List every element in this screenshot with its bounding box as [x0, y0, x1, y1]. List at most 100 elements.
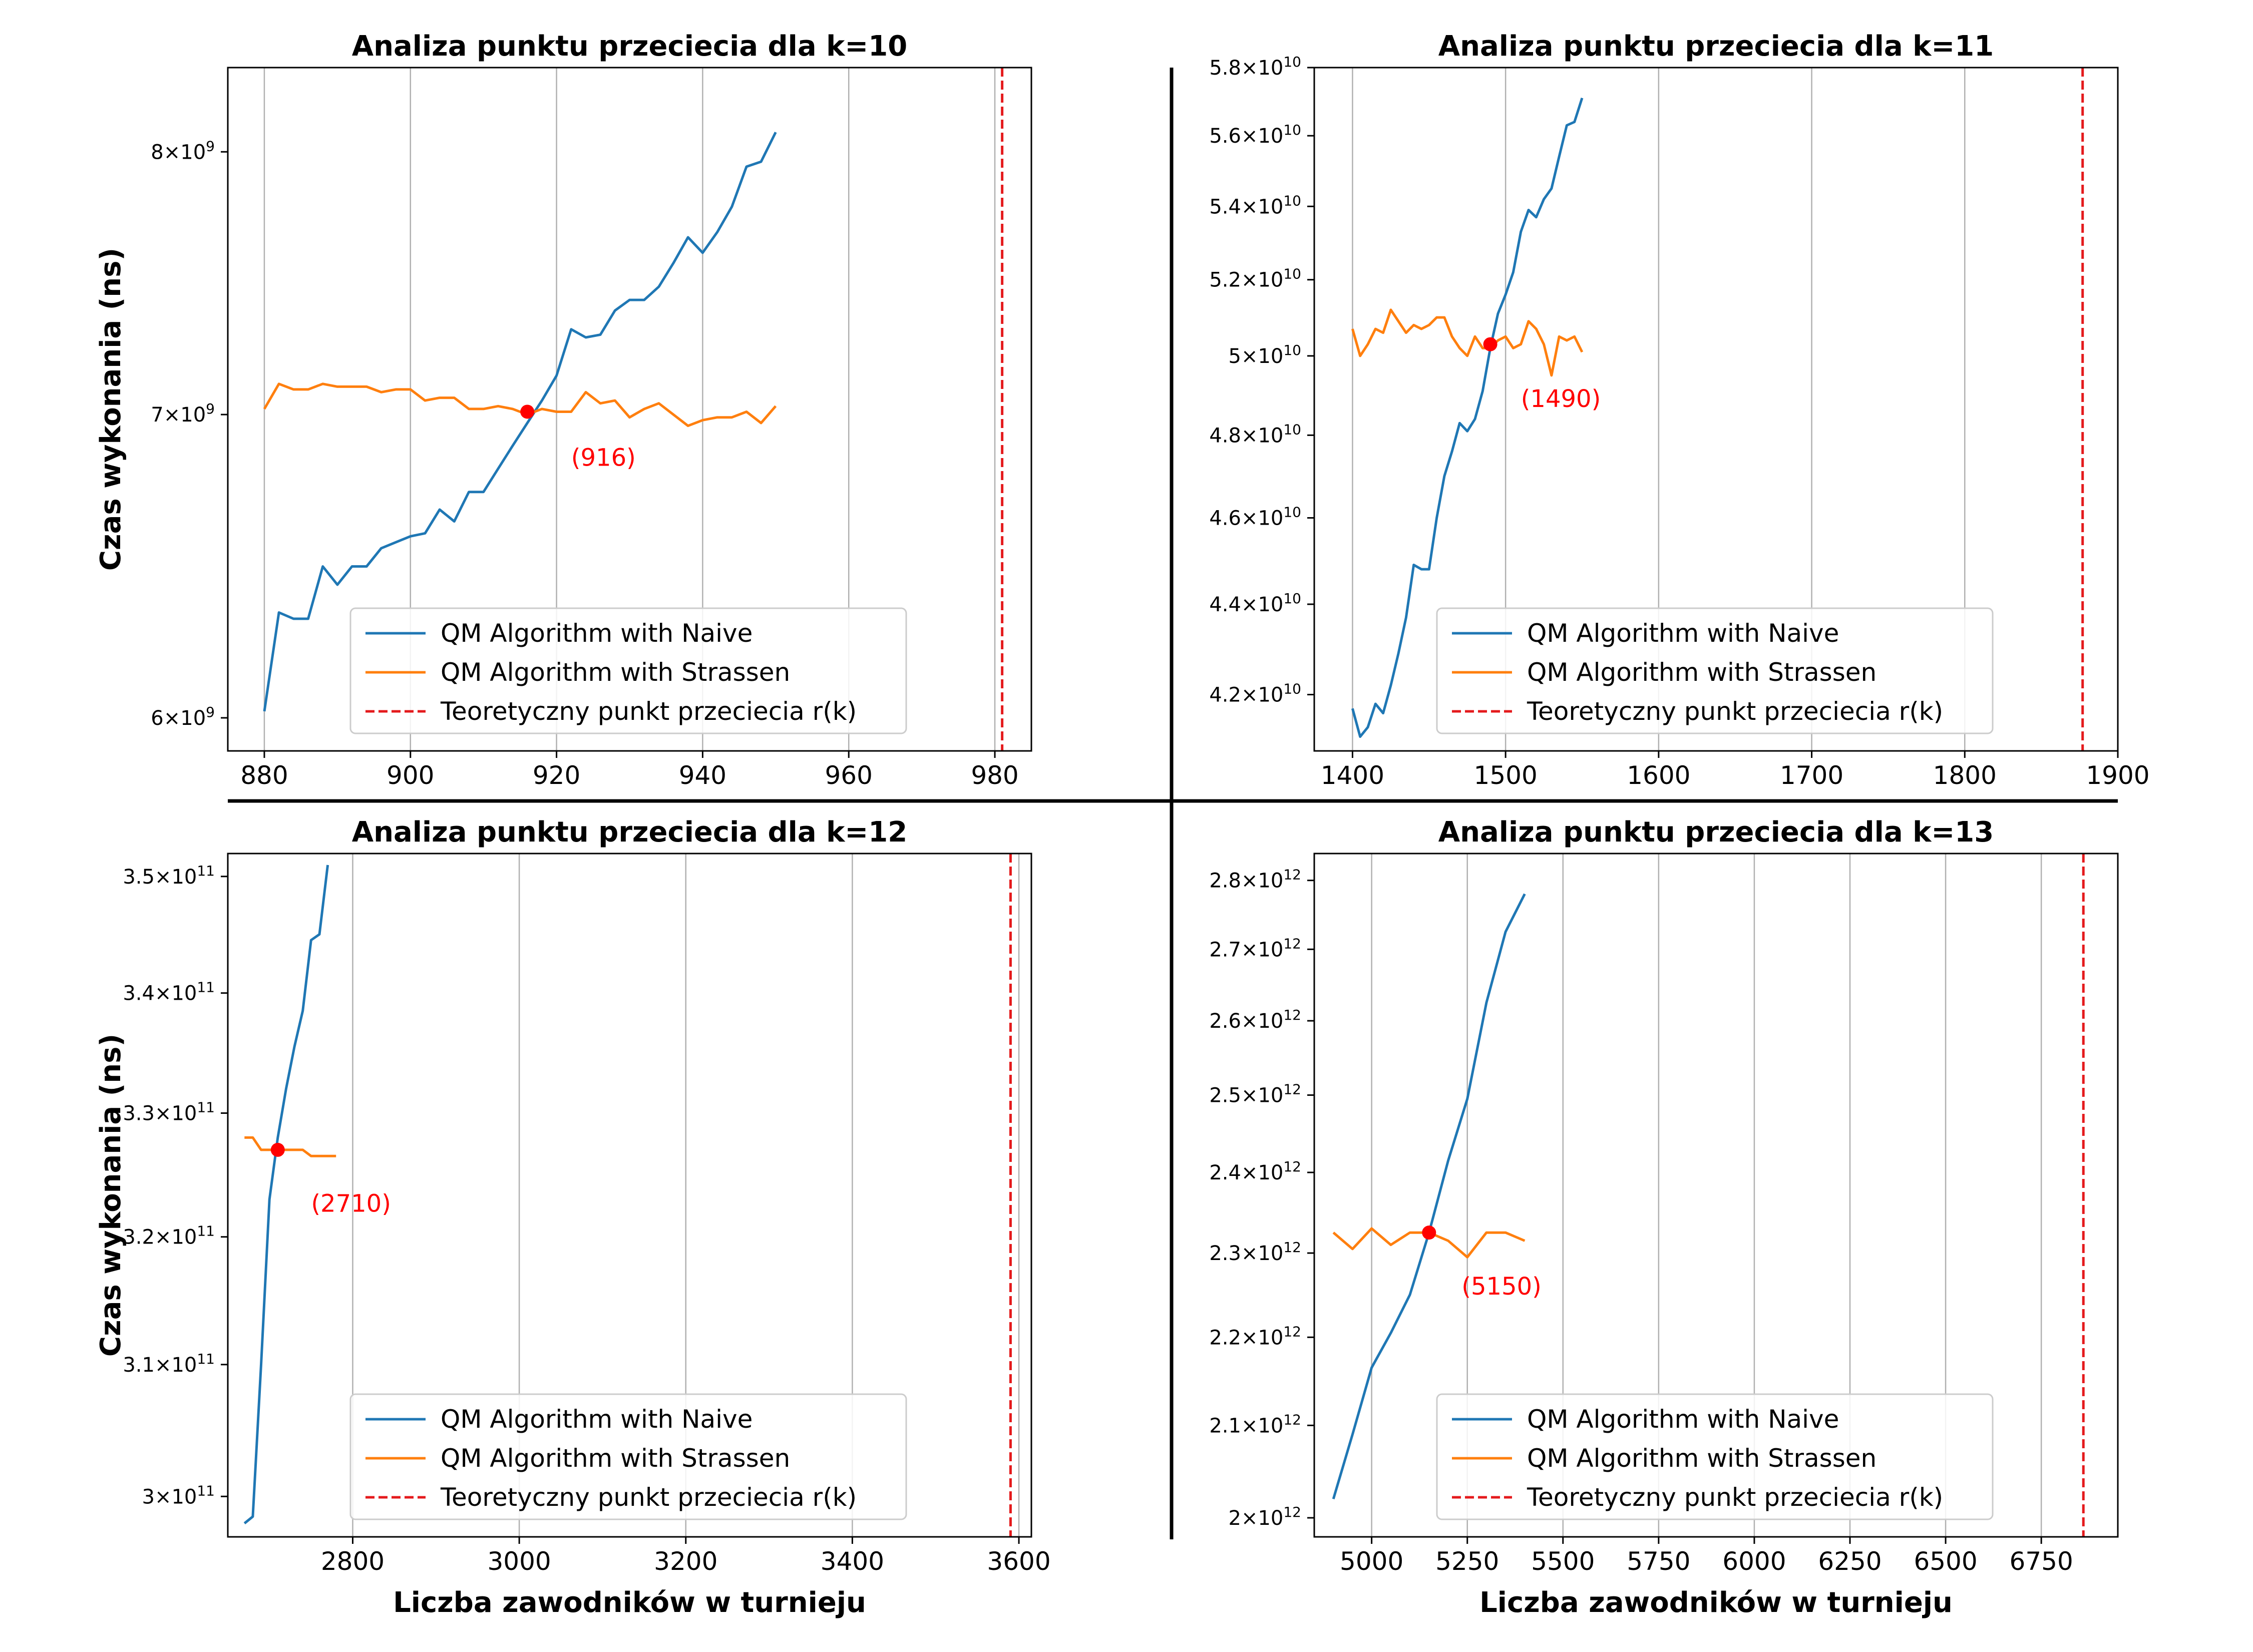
- plot-area: [263, 68, 1004, 751]
- legend-label: QM Algorithm with Naive: [1527, 619, 1839, 648]
- legend: QM Algorithm with Naive QM Algorithm with…: [1436, 607, 1994, 734]
- x-tick-label: 1500: [1474, 761, 1538, 790]
- legend-label: Teoretyczny punkt przeciecia r(k): [440, 697, 857, 726]
- y-tick-label: 2.7×1012: [1209, 935, 1301, 961]
- x-axis-label: Liczba zawodników w turnieju: [1479, 1586, 1953, 1619]
- y-tick-label: 2.5×1012: [1209, 1081, 1301, 1107]
- y-tick-label: 4.2×1010: [1209, 681, 1301, 707]
- legend-item-naive: QM Algorithm with Naive: [365, 1405, 753, 1434]
- y-tick-label: 2.4×1012: [1209, 1158, 1301, 1184]
- y-tick-label: 3.4×1011: [123, 979, 215, 1005]
- plot-area: [243, 854, 1012, 1537]
- plot-frame: [227, 853, 1032, 1538]
- series-line-naive: [263, 132, 777, 712]
- y-tick-label: 5.4×1010: [1209, 192, 1301, 218]
- crossover-marker: [520, 404, 535, 419]
- x-tick-label: 1800: [1933, 761, 1997, 790]
- y-tick-label: 2.1×1012: [1209, 1411, 1301, 1437]
- y-tick-label: 2.8×1012: [1209, 867, 1301, 893]
- x-tick-label: 3000: [487, 1547, 551, 1576]
- x-tick-label: 6250: [1818, 1547, 1882, 1576]
- plot-frame: [1313, 853, 2119, 1538]
- x-tick-label: 920: [533, 761, 580, 790]
- x-tick-label: 5750: [1627, 1547, 1690, 1576]
- x-tick-label: 2800: [321, 1547, 385, 1576]
- x-tick-label: 6500: [1914, 1547, 1977, 1576]
- x-axis-label: Liczba zawodników w turnieju: [393, 1586, 866, 1619]
- x-tick-label: 940: [679, 761, 726, 790]
- x-tick-label: 3600: [987, 1547, 1050, 1576]
- crossover-label: (916): [571, 444, 636, 472]
- crossover-label: (5150): [1461, 1273, 1542, 1301]
- legend-item-naive: QM Algorithm with Naive: [365, 619, 753, 648]
- legend-item-strassen: QM Algorithm with Strassen: [365, 658, 790, 687]
- y-axis-label: Czas wykonania (ns): [95, 1034, 127, 1357]
- legend-item-strassen: QM Algorithm with Strassen: [1452, 658, 1876, 687]
- y-tick-label: 4.6×1010: [1209, 504, 1301, 530]
- legend-box: [349, 1393, 907, 1520]
- legend-label: QM Algorithm with Naive: [441, 1405, 753, 1434]
- chart-title: Analiza punktu przeciecia dla k=12: [352, 816, 907, 849]
- crossover-label: (2710): [311, 1190, 391, 1218]
- y-tick-label: 6×109: [151, 704, 215, 730]
- legend-item-theory: Teoretyczny punkt przeciecia r(k): [365, 697, 857, 726]
- plot-frame: [227, 67, 1032, 752]
- legend: QM Algorithm with Naive QM Algorithm with…: [349, 607, 907, 734]
- legend-label: QM Algorithm with Naive: [441, 619, 753, 648]
- crossover-marker: [270, 1142, 285, 1157]
- x-tick-label: 1900: [2086, 761, 2149, 790]
- legend-label: QM Algorithm with Strassen: [441, 658, 790, 687]
- y-axis-label: Czas wykonania (ns): [95, 248, 127, 571]
- y-tick-label: 2.3×1012: [1209, 1239, 1301, 1265]
- x-tick-label: 1700: [1780, 761, 1843, 790]
- chart-panel-2: 1400 1500 1600 1700 1800 1900 4.2×1010 4.4×1010…: [1209, 30, 2149, 790]
- legend-box: [1436, 1393, 1994, 1520]
- chart-title: Analiza punktu przeciecia dla k=13: [1438, 816, 1994, 849]
- x-tick-label: 6000: [1722, 1547, 1786, 1576]
- legend-box: [1436, 607, 1994, 734]
- y-tick-label: 4.8×1010: [1209, 421, 1301, 447]
- x-tick-label: 3400: [821, 1547, 884, 1576]
- y-tick-label: 2.6×1012: [1209, 1007, 1301, 1033]
- legend-label: Teoretyczny punkt przeciecia r(k): [1527, 697, 1943, 726]
- y-tick-label: 3.3×1011: [123, 1099, 215, 1125]
- legend-item-theory: Teoretyczny punkt przeciecia r(k): [1452, 697, 1943, 726]
- y-tick-label: 5.2×1010: [1209, 266, 1301, 292]
- legend-item-theory: Teoretyczny punkt przeciecia r(k): [365, 1483, 857, 1512]
- legend-item-theory: Teoretyczny punkt przeciecia r(k): [1452, 1483, 1943, 1512]
- y-tick-label: 4.4×1010: [1209, 590, 1301, 616]
- chart-panel-3: 2800 3000 3200 3400 3600 3×1011 3.1×1011 3.2×10…: [95, 816, 1051, 1619]
- y-tick-label: 3.2×1011: [123, 1223, 215, 1249]
- y-tick-label: 5.8×1010: [1209, 54, 1301, 80]
- legend-item-strassen: QM Algorithm with Strassen: [1452, 1444, 1876, 1473]
- legend-label: QM Algorithm with Strassen: [441, 1444, 790, 1473]
- y-tick-label: 2×1012: [1228, 1504, 1301, 1530]
- x-tick-label: 1600: [1627, 761, 1690, 790]
- chart-title: Analiza punktu przeciecia dla k=10: [352, 30, 907, 63]
- x-tick-label: 5500: [1531, 1547, 1595, 1576]
- chart-panel-4: 5000 5250 5500 5750 6000 6250 6500 6750 2×1012 2.…: [1209, 816, 2119, 1619]
- plot-area: [1332, 854, 2085, 1537]
- chart-title: Analiza punktu przeciecia dla k=11: [1438, 30, 1994, 63]
- y-tick-label: 7×109: [151, 400, 215, 427]
- legend-item-naive: QM Algorithm with Naive: [1452, 619, 1839, 648]
- y-tick-label: 3×1011: [142, 1482, 215, 1508]
- plot-area: [1351, 68, 2084, 751]
- x-tick-label: 6750: [2010, 1547, 2073, 1576]
- legend: QM Algorithm with Naive QM Algorithm with…: [349, 1393, 907, 1520]
- legend-label: QM Algorithm with Strassen: [1527, 1444, 1876, 1473]
- legend-item-naive: QM Algorithm with Naive: [1452, 1405, 1839, 1434]
- y-tick-label: 2.2×1012: [1209, 1323, 1301, 1349]
- legend-label: QM Algorithm with Strassen: [1527, 658, 1876, 687]
- legend-label: Teoretyczny punkt przeciecia r(k): [1527, 1483, 1943, 1512]
- legend-label: Teoretyczny punkt przeciecia r(k): [440, 1483, 857, 1512]
- y-tick-label: 5×1010: [1228, 342, 1301, 368]
- x-tick-label: 980: [971, 761, 1018, 790]
- series-line-strassen: [263, 382, 777, 428]
- chart-panel-1: 880 900 920 940 960 980 6×109 7×109 8×109 (916) An…: [95, 30, 1032, 790]
- series-line-strassen: [244, 1136, 336, 1157]
- x-tick-label: 3200: [654, 1547, 717, 1576]
- y-tick-label: 3.1×1011: [123, 1351, 215, 1377]
- y-tick-label: 3.5×1011: [123, 863, 215, 889]
